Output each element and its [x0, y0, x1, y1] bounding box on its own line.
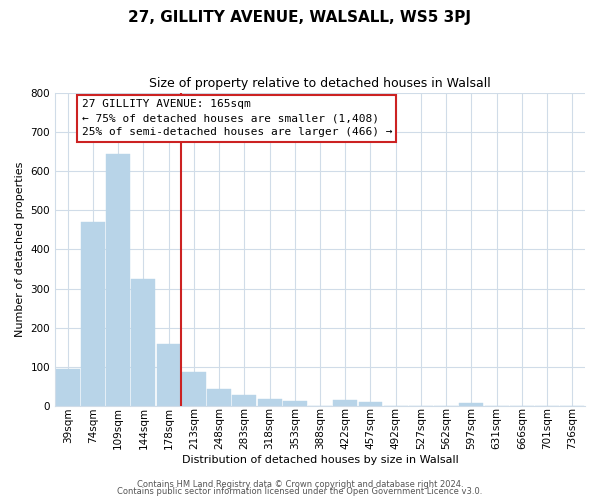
- Bar: [207, 389, 231, 406]
- Bar: [131, 279, 155, 406]
- Bar: [182, 372, 206, 406]
- Bar: [460, 403, 484, 406]
- Y-axis label: Number of detached properties: Number of detached properties: [15, 162, 25, 337]
- Title: Size of property relative to detached houses in Walsall: Size of property relative to detached ho…: [149, 78, 491, 90]
- Bar: [283, 401, 307, 406]
- Bar: [157, 344, 181, 406]
- Text: 27 GILLITY AVENUE: 165sqm
← 75% of detached houses are smaller (1,408)
25% of se: 27 GILLITY AVENUE: 165sqm ← 75% of detac…: [82, 100, 392, 138]
- Text: Contains public sector information licensed under the Open Government Licence v3: Contains public sector information licen…: [118, 487, 482, 496]
- Bar: [56, 369, 80, 406]
- Bar: [333, 400, 357, 406]
- Text: Contains HM Land Registry data © Crown copyright and database right 2024.: Contains HM Land Registry data © Crown c…: [137, 480, 463, 489]
- X-axis label: Distribution of detached houses by size in Walsall: Distribution of detached houses by size …: [182, 455, 458, 465]
- Bar: [232, 396, 256, 406]
- Bar: [359, 402, 382, 406]
- Bar: [257, 399, 281, 406]
- Bar: [106, 154, 130, 406]
- Text: 27, GILLITY AVENUE, WALSALL, WS5 3PJ: 27, GILLITY AVENUE, WALSALL, WS5 3PJ: [128, 10, 472, 25]
- Bar: [81, 222, 105, 406]
